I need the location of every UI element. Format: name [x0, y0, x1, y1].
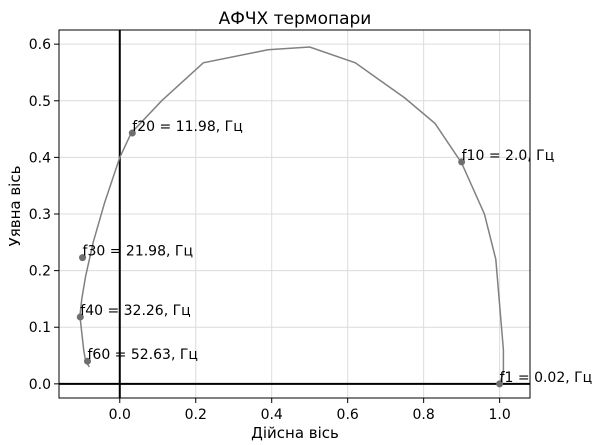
x-tick-label: 0.0	[109, 407, 131, 423]
frequency-point	[458, 158, 466, 166]
frequency-point	[83, 357, 91, 365]
y-axis-label: Уявна вісь	[6, 166, 24, 247]
frequency-point	[496, 380, 504, 388]
frequency-label: f40 = 32.26, Гц	[80, 303, 190, 319]
y-tick-label: 0.1	[29, 320, 51, 336]
grid-lines	[59, 30, 530, 398]
y-tick-label: 0.2	[29, 264, 51, 280]
frequency-label: f60 = 52.63, Гц	[87, 347, 197, 363]
frequency-point	[76, 313, 84, 321]
x-tick-label: 0.4	[261, 407, 283, 423]
y-tick-label: 0.6	[29, 37, 51, 53]
frequency-point	[79, 254, 87, 262]
y-tick-label: 0.4	[29, 150, 51, 166]
frequency-label: f1 = 0.02, Гц	[500, 370, 593, 386]
y-tick-label: 0.0	[29, 377, 51, 393]
y-tick-label: 0.5	[29, 94, 51, 110]
frequency-label: f30 = 21.98, Гц	[83, 244, 193, 260]
frequency-label: f20 = 11.98, Гц	[132, 119, 242, 135]
zero-axes	[59, 30, 530, 398]
x-axis-label: Дійсна вісь	[251, 424, 339, 442]
frequency-label: f10 = 2.0, Гц	[462, 148, 555, 164]
x-tick-label: 1.0	[488, 407, 510, 423]
x-tick-label: 0.2	[185, 407, 207, 423]
frequency-markers: f1 = 0.02, Гц f10 = 2.0, Гц f20 = 11.98, Г…	[76, 119, 593, 388]
x-ticks: 0.0 0.2 0.4 0.6 0.8 1.0	[109, 398, 511, 423]
chart-title: АФЧХ термопари	[219, 9, 372, 29]
x-tick-label: 0.6	[337, 407, 359, 423]
y-tick-label: 0.3	[29, 207, 51, 223]
x-tick-label: 0.8	[413, 407, 435, 423]
y-ticks: 0.0 0.1 0.2 0.3 0.4 0.5 0.6	[29, 37, 59, 393]
frequency-point	[128, 129, 136, 137]
